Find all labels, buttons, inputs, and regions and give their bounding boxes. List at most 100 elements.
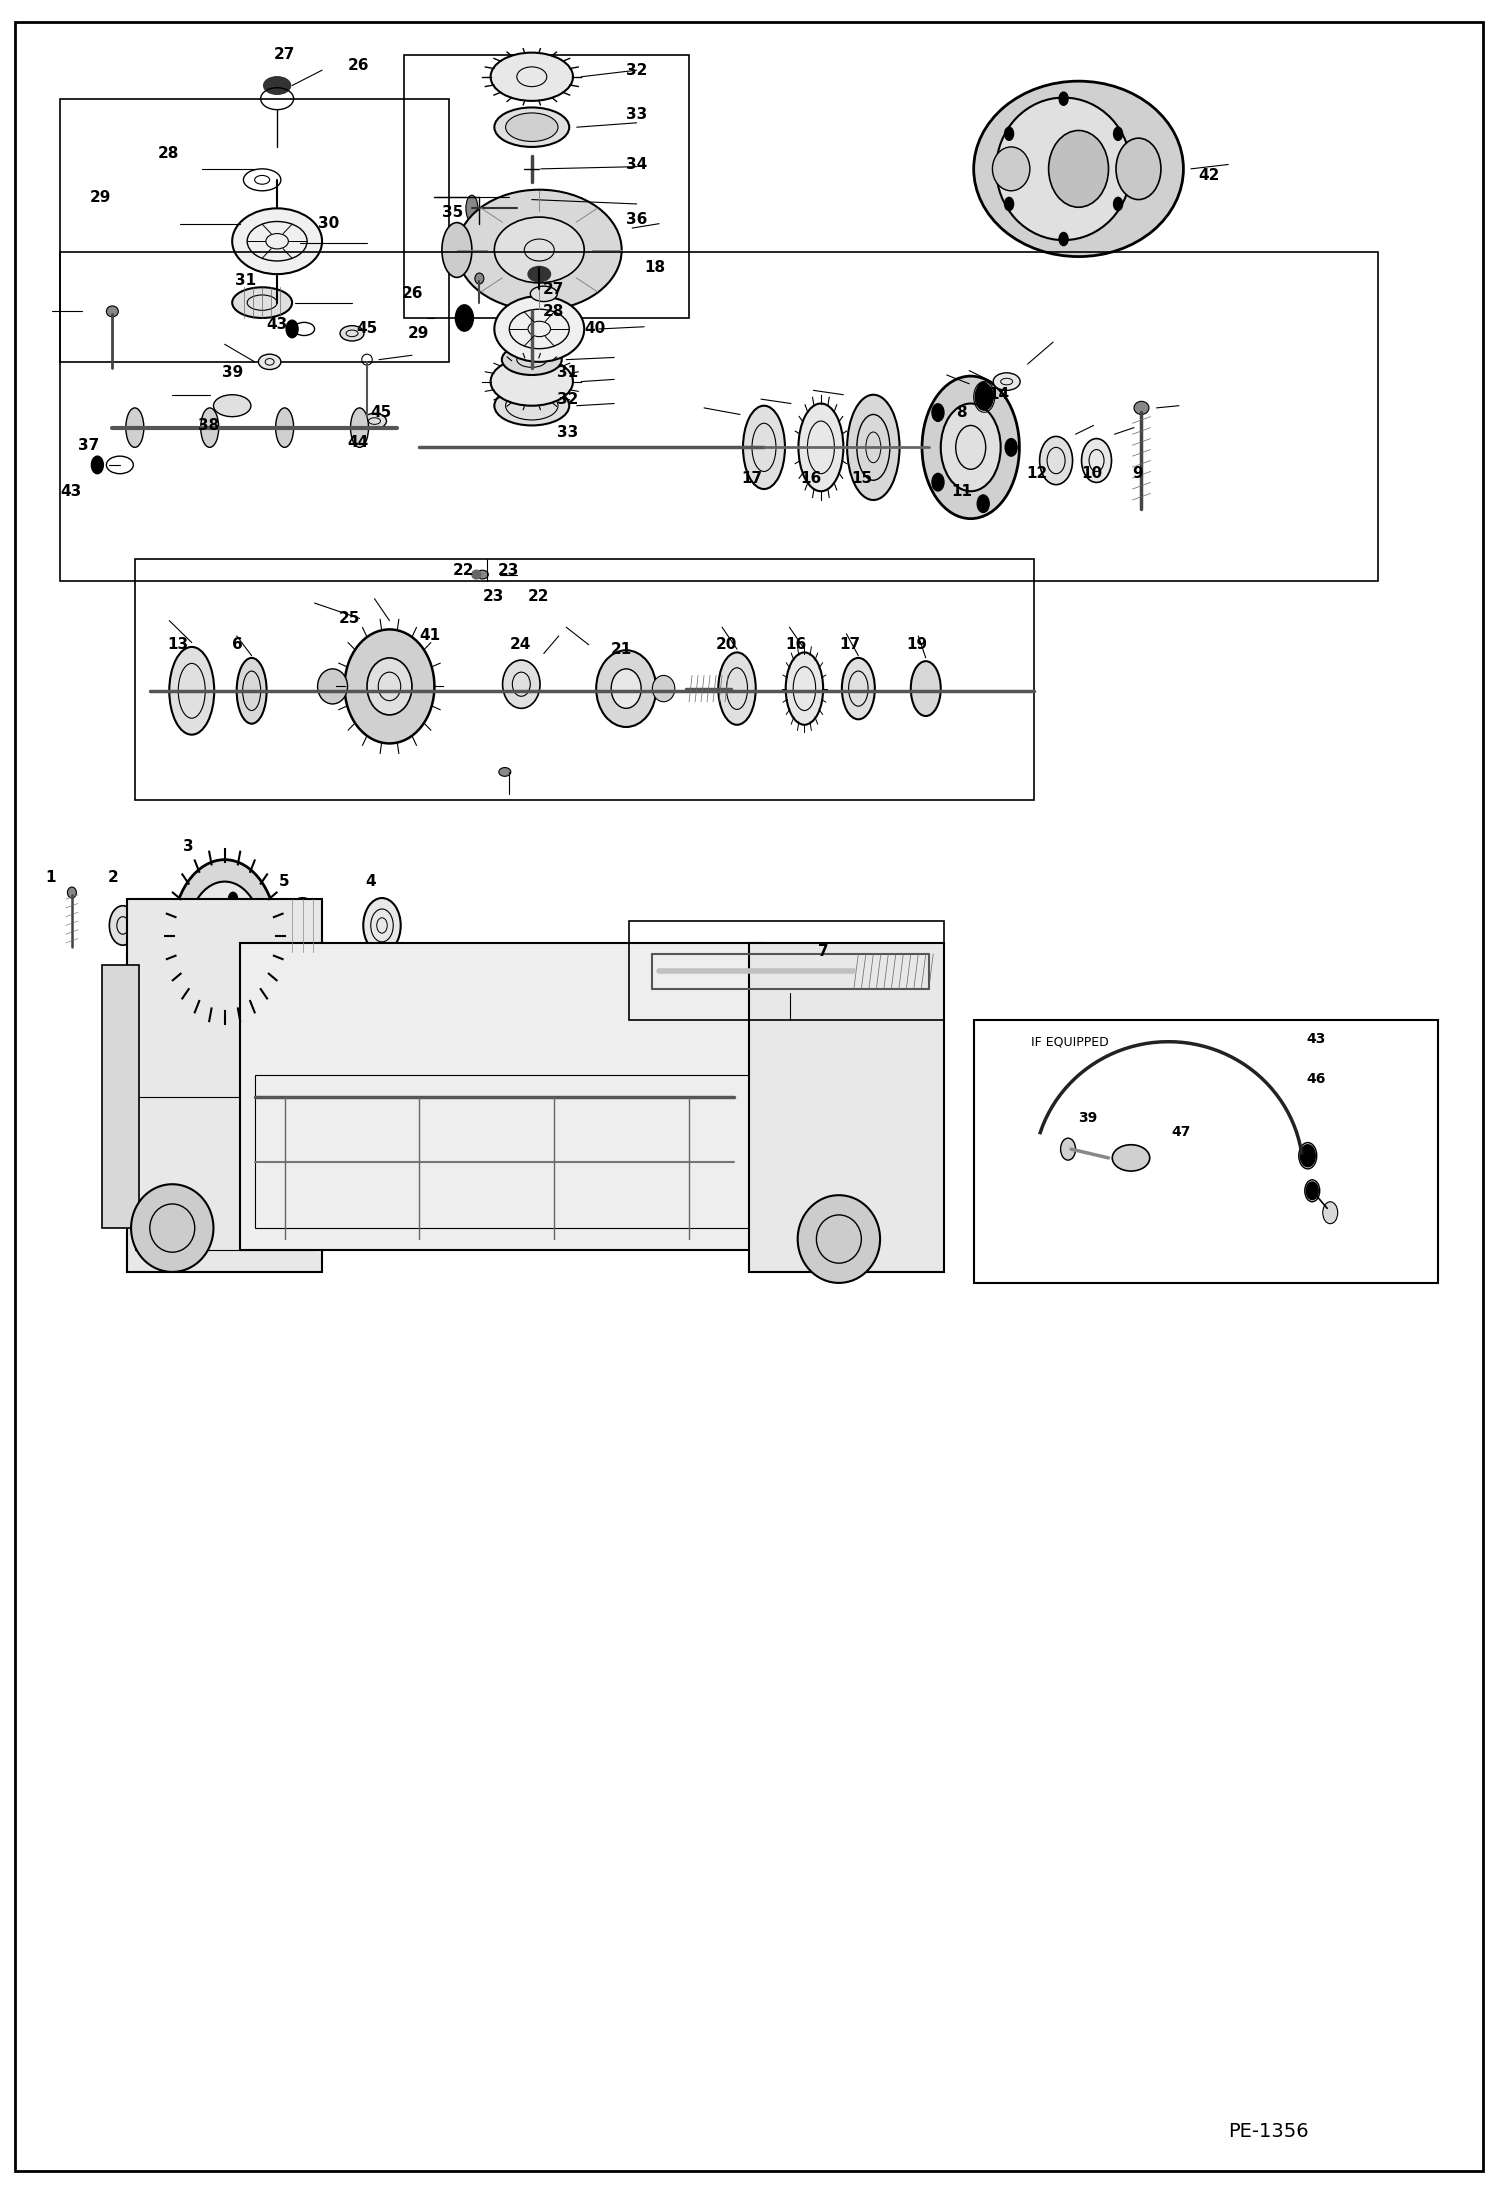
Text: 21: 21	[611, 643, 632, 656]
Ellipse shape	[611, 669, 641, 708]
Circle shape	[1306, 1182, 1318, 1200]
Text: 29: 29	[407, 327, 428, 340]
Text: 44: 44	[348, 436, 369, 450]
Ellipse shape	[169, 647, 214, 735]
Text: 24: 24	[509, 638, 530, 651]
Ellipse shape	[921, 375, 1020, 518]
Ellipse shape	[502, 344, 562, 375]
Text: 9: 9	[1132, 467, 1143, 480]
Text: 32: 32	[557, 393, 578, 406]
Ellipse shape	[785, 651, 824, 726]
Ellipse shape	[842, 658, 875, 719]
Circle shape	[975, 384, 993, 410]
Ellipse shape	[258, 353, 282, 371]
Text: 12: 12	[1026, 467, 1047, 480]
Ellipse shape	[213, 395, 250, 417]
Circle shape	[198, 906, 207, 919]
Ellipse shape	[992, 147, 1029, 191]
Text: 37: 37	[78, 439, 99, 452]
Bar	[60, 99, 449, 362]
Ellipse shape	[743, 406, 785, 489]
Text: PE-1356: PE-1356	[1228, 2123, 1309, 2140]
Bar	[974, 1020, 1438, 1283]
Text: 10: 10	[1082, 467, 1103, 480]
Ellipse shape	[499, 768, 511, 776]
Ellipse shape	[1082, 439, 1112, 482]
Ellipse shape	[494, 296, 584, 362]
Ellipse shape	[232, 208, 322, 274]
Text: 25: 25	[339, 612, 360, 625]
Ellipse shape	[232, 287, 292, 318]
Bar	[135, 1096, 315, 1250]
Ellipse shape	[363, 899, 401, 952]
Text: 11: 11	[951, 485, 972, 498]
Text: 26: 26	[348, 59, 369, 72]
Text: 33: 33	[557, 425, 578, 439]
Text: 27: 27	[542, 283, 563, 296]
Ellipse shape	[1323, 1202, 1338, 1224]
Text: 7: 7	[818, 945, 828, 958]
Ellipse shape	[527, 265, 551, 283]
Ellipse shape	[237, 658, 267, 724]
Ellipse shape	[345, 629, 434, 743]
Ellipse shape	[1112, 1145, 1150, 1171]
Ellipse shape	[996, 96, 1131, 239]
Ellipse shape	[1305, 1180, 1320, 1202]
Text: 32: 32	[626, 64, 647, 77]
Text: 17: 17	[839, 638, 860, 651]
Text: 23: 23	[482, 590, 503, 603]
Circle shape	[1005, 127, 1014, 140]
Text: 16: 16	[785, 638, 806, 651]
Text: 35: 35	[442, 206, 463, 219]
Ellipse shape	[1061, 1138, 1076, 1160]
Text: 27: 27	[274, 48, 295, 61]
Ellipse shape	[911, 662, 941, 715]
Text: 31: 31	[557, 366, 578, 379]
Text: 41: 41	[419, 629, 440, 643]
Ellipse shape	[283, 899, 322, 952]
Ellipse shape	[172, 860, 277, 1013]
Ellipse shape	[1049, 129, 1109, 208]
Circle shape	[932, 404, 944, 421]
Text: 26: 26	[401, 287, 422, 300]
Circle shape	[1059, 92, 1068, 105]
Circle shape	[455, 305, 473, 331]
Circle shape	[286, 320, 298, 338]
Bar	[404, 55, 689, 318]
Text: 14: 14	[989, 388, 1010, 401]
Ellipse shape	[363, 412, 386, 428]
Text: 31: 31	[235, 274, 256, 287]
Ellipse shape	[472, 570, 481, 579]
Circle shape	[1005, 197, 1014, 211]
Ellipse shape	[494, 107, 569, 147]
Bar	[749, 943, 944, 1272]
Ellipse shape	[106, 305, 118, 318]
Text: 5: 5	[279, 875, 289, 888]
Ellipse shape	[201, 408, 219, 447]
Ellipse shape	[502, 660, 539, 708]
Text: 16: 16	[800, 471, 821, 485]
Text: 43: 43	[60, 485, 81, 498]
Text: 34: 34	[626, 158, 647, 171]
Ellipse shape	[466, 195, 478, 221]
Circle shape	[1113, 197, 1122, 211]
Text: 8: 8	[956, 406, 966, 419]
Text: 36: 36	[626, 213, 647, 226]
Text: 19: 19	[906, 638, 927, 651]
Circle shape	[1300, 1145, 1315, 1167]
Text: 45: 45	[357, 322, 377, 336]
Ellipse shape	[351, 408, 369, 447]
Text: 1: 1	[45, 871, 55, 884]
Text: 22: 22	[527, 590, 548, 603]
Circle shape	[91, 456, 103, 474]
Text: 43: 43	[267, 318, 288, 331]
Ellipse shape	[264, 77, 291, 94]
Ellipse shape	[67, 888, 76, 899]
Text: 4: 4	[366, 875, 376, 888]
Bar	[255, 1075, 749, 1228]
Text: 15: 15	[851, 471, 872, 485]
Text: 18: 18	[644, 261, 665, 274]
Circle shape	[247, 930, 256, 943]
Text: 17: 17	[742, 471, 762, 485]
Circle shape	[932, 474, 944, 491]
